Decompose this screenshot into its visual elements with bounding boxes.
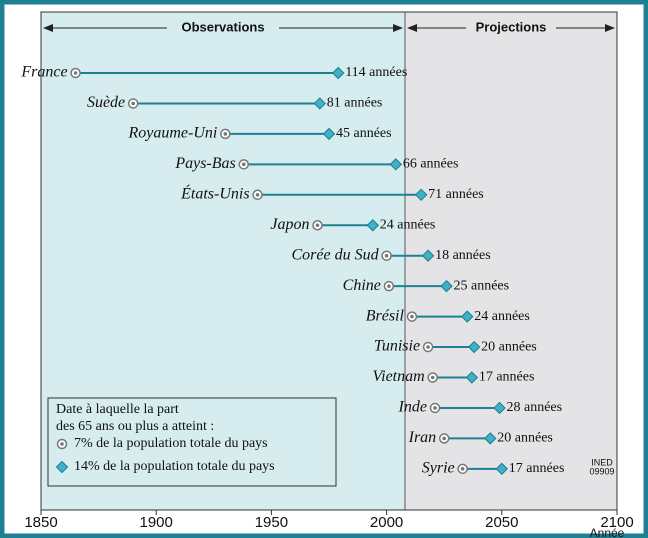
category-label: Brésil bbox=[366, 307, 405, 324]
x-tick-label: 2000 bbox=[370, 514, 403, 531]
marker-dot bbox=[223, 132, 228, 136]
marker-dot bbox=[426, 345, 430, 349]
arrowhead bbox=[43, 24, 53, 32]
start-marker bbox=[127, 98, 139, 109]
start-marker bbox=[457, 463, 468, 475]
marker-dot bbox=[433, 406, 437, 410]
category-label: Corée du Sud bbox=[291, 246, 379, 263]
end-marker bbox=[495, 462, 509, 476]
x-tick-label: 1900 bbox=[140, 514, 173, 531]
arrowhead bbox=[407, 24, 418, 32]
start-marker bbox=[238, 159, 250, 170]
category-label: Japon bbox=[270, 216, 309, 233]
duration-label: 28 années bbox=[506, 400, 562, 415]
projections-area bbox=[405, 12, 617, 510]
x-axis-label: Année bbox=[590, 526, 625, 538]
duration-label: 24 années bbox=[380, 217, 436, 232]
end-marker bbox=[366, 219, 379, 232]
start-marker bbox=[406, 311, 418, 322]
arrowhead bbox=[393, 24, 404, 32]
category-label: Royaume-Uni bbox=[127, 125, 217, 142]
end-marker bbox=[313, 97, 326, 110]
source-label: INED bbox=[591, 457, 613, 467]
end-marker bbox=[493, 401, 506, 415]
start-marker bbox=[220, 128, 231, 140]
end-marker bbox=[389, 158, 403, 171]
category-label: Pays-Bas bbox=[174, 155, 235, 172]
region-label: Observations bbox=[181, 19, 264, 34]
start-marker bbox=[427, 372, 438, 383]
category-label: Suède bbox=[87, 94, 125, 111]
start-marker bbox=[438, 433, 450, 444]
legend-title: Date à laquelle la part bbox=[56, 402, 179, 417]
category-label: Vietnam bbox=[373, 368, 425, 385]
duration-label: 25 années bbox=[454, 278, 510, 293]
legend-box bbox=[47, 397, 337, 487]
end-marker bbox=[467, 340, 481, 354]
duration-label: 17 années bbox=[479, 370, 535, 385]
marker-dot bbox=[410, 314, 414, 319]
x-tick-label: 2100 bbox=[600, 514, 633, 531]
marker-dot bbox=[430, 375, 435, 380]
category-label: Syrie bbox=[422, 460, 455, 477]
marker-dot bbox=[315, 223, 320, 228]
category-label: Chine bbox=[343, 277, 381, 294]
marker-dot bbox=[73, 71, 78, 75]
marker-dot bbox=[460, 467, 465, 471]
marker-dot bbox=[60, 442, 64, 446]
start-marker bbox=[56, 438, 68, 450]
category-label: France bbox=[20, 64, 67, 81]
header-bg bbox=[167, 19, 280, 37]
marker-dot bbox=[442, 436, 447, 441]
legend-entry: 14% de la population totale du pays bbox=[74, 459, 275, 474]
end-marker bbox=[322, 127, 336, 141]
source-label: 09909 bbox=[589, 466, 614, 476]
end-marker bbox=[465, 371, 479, 384]
duration-label: 45 années bbox=[336, 126, 392, 141]
start-marker bbox=[252, 189, 263, 201]
start-marker bbox=[383, 280, 395, 292]
category-label: Inde bbox=[398, 399, 427, 416]
x-tick-label: 1850 bbox=[24, 514, 57, 531]
category-label: Tunisie bbox=[374, 338, 420, 355]
duration-label: 18 années bbox=[435, 248, 491, 263]
end-marker bbox=[55, 460, 69, 474]
start-marker bbox=[70, 67, 81, 79]
duration-label: 114 années bbox=[345, 65, 407, 80]
end-marker bbox=[414, 188, 428, 202]
duration-label: 17 années bbox=[509, 461, 565, 476]
x-tick-label: 1950 bbox=[255, 514, 288, 531]
end-marker bbox=[484, 432, 497, 445]
region-label: Projections bbox=[476, 19, 547, 34]
duration-label: 71 années bbox=[428, 187, 484, 202]
arrowhead bbox=[605, 24, 615, 32]
duration-label: 66 années bbox=[403, 157, 459, 172]
end-marker bbox=[461, 310, 474, 323]
marker-dot bbox=[384, 253, 389, 258]
start-marker bbox=[429, 402, 441, 414]
marker-dot bbox=[387, 284, 391, 288]
marker-dot bbox=[255, 193, 260, 197]
category-label: Iran bbox=[408, 429, 437, 446]
end-marker bbox=[421, 249, 435, 262]
start-marker bbox=[312, 220, 323, 231]
start-marker bbox=[381, 250, 392, 261]
duration-label: 81 années bbox=[327, 96, 383, 111]
duration-label: 20 années bbox=[497, 431, 553, 446]
category-label: États-Unis bbox=[180, 183, 249, 202]
header-bg bbox=[466, 19, 557, 37]
start-marker bbox=[422, 341, 434, 353]
duration-label: 24 années bbox=[474, 309, 530, 324]
marker-dot bbox=[241, 162, 246, 167]
plot-border bbox=[40, 11, 618, 511]
marker-dot bbox=[131, 101, 135, 106]
legend-entry: 7% de la population totale du pays bbox=[74, 436, 268, 451]
duration-label: 20 années bbox=[481, 339, 537, 354]
legend-title: des 65 ans ou plus a atteint : bbox=[56, 419, 214, 434]
end-marker bbox=[440, 279, 453, 293]
x-tick-label: 2050 bbox=[485, 514, 518, 531]
end-marker bbox=[332, 66, 345, 80]
